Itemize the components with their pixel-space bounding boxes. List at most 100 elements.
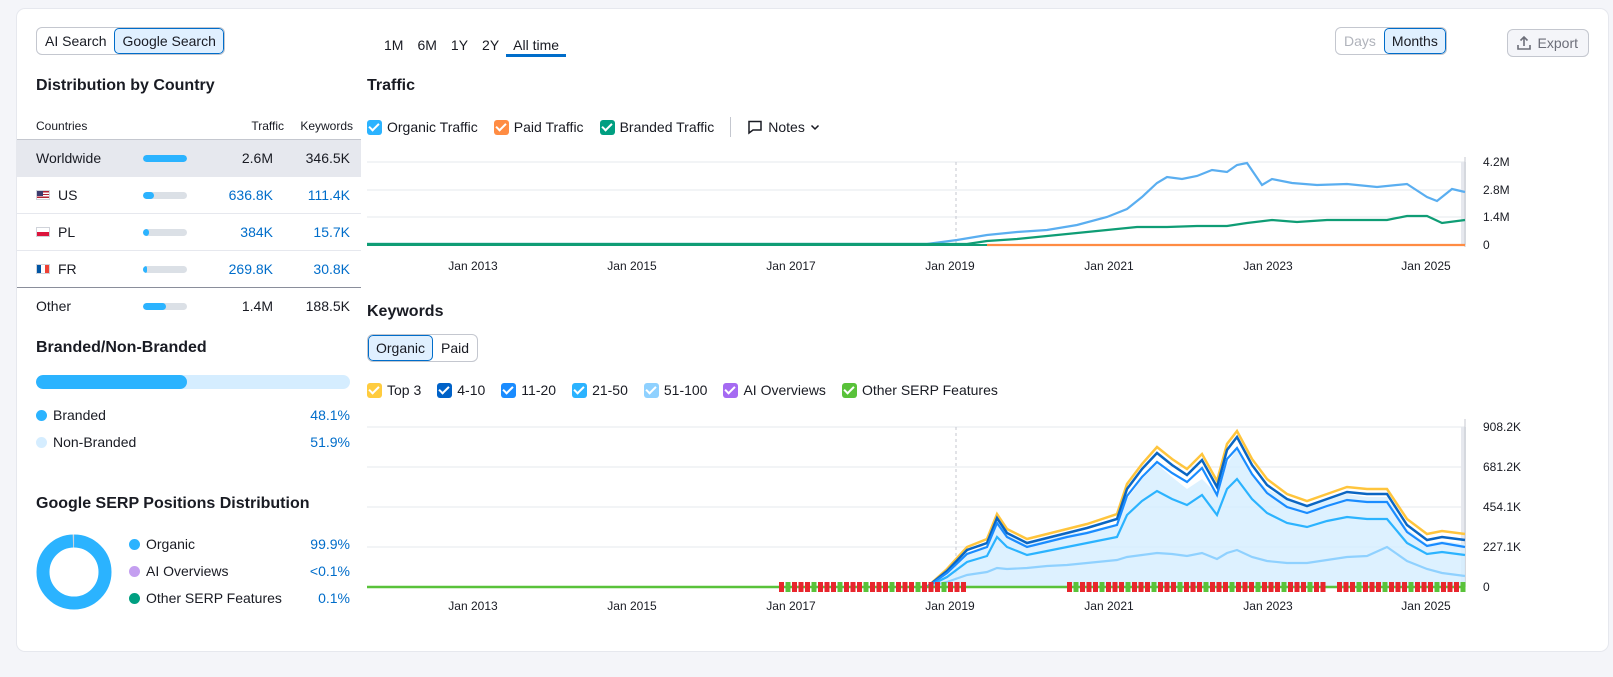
country-traffic[interactable]: 384K [240, 224, 273, 240]
serp-feature-marker [1229, 582, 1235, 592]
export-button[interactable]: Export [1506, 29, 1589, 57]
serp-feature-marker [1337, 582, 1342, 592]
ai-overviews-checkbox[interactable]: AI Overviews [723, 382, 826, 398]
serp-ai-label: AI Overviews [146, 563, 229, 579]
branded-value[interactable]: 48.1% [310, 407, 350, 423]
period-all-time[interactable]: All time [506, 33, 567, 57]
serp-feature-marker [1236, 582, 1241, 592]
non-branded-legend-item: Non-Branded 51.9% [36, 434, 350, 450]
period-tabs: 1M 6M 1Y 2Y All time [377, 33, 567, 57]
serp-organic-value[interactable]: 99.9% [310, 536, 350, 552]
serp-feature-marker [928, 582, 934, 592]
non-branded-value[interactable]: 51.9% [310, 434, 350, 450]
distribution-title: Distribution by Country [36, 77, 215, 94]
paid-traffic-checkbox[interactable]: Paid Traffic [493, 119, 584, 135]
serp-feature-marker [922, 582, 927, 592]
keywords-y-tick: 227.1K [1483, 540, 1521, 554]
traffic-share-bar [143, 155, 187, 162]
serp-feature-marker [1086, 582, 1092, 592]
period-1y[interactable]: 1Y [450, 37, 469, 53]
checkbox-icon [367, 119, 382, 135]
traffic-chart[interactable]: 4.2M 2.8M 1.4M 0 Jan 2013 Jan 2015 Jan 2… [367, 157, 1567, 287]
overview-card: AI Search Google Search 1M 6M 1Y 2Y All … [17, 9, 1608, 651]
serp-feature-marker [876, 582, 882, 592]
traffic-y-tick: 2.8M [1483, 183, 1510, 197]
pos-4-10-checkbox[interactable]: 4-10 [437, 382, 485, 398]
serp-feature-marker [811, 582, 817, 592]
serp-legend-organic: Organic 99.9% [129, 536, 350, 552]
serp-feature-marker [909, 582, 914, 592]
organic-traffic-checkbox[interactable]: Organic Traffic [367, 119, 478, 135]
keywords-x-tick: Jan 2023 [1243, 599, 1293, 613]
serp-feature-marker [902, 582, 908, 592]
other-serp-checkbox[interactable]: Other SERP Features [841, 382, 998, 398]
country-keywords[interactable]: 30.8K [313, 261, 350, 277]
serp-feature-marker [1067, 582, 1072, 592]
serp-feature-marker [1460, 582, 1466, 592]
traffic-header: Traffic [251, 119, 284, 133]
country-traffic: 1.4M [241, 298, 273, 314]
keywords-title: Keywords [367, 303, 444, 320]
country-name: US [58, 187, 78, 203]
pos-11-20-checkbox[interactable]: 11-20 [501, 382, 556, 398]
google-search-tab[interactable]: Google Search [114, 28, 224, 54]
fr-flag-icon [36, 264, 50, 274]
keywords-y-tick: 681.2K [1483, 460, 1521, 474]
country-row-us[interactable]: US 636.8K 111.4K [17, 177, 361, 214]
serp-feature-marker [1132, 582, 1137, 592]
checkbox-icon [599, 119, 615, 135]
serp-feature-marker [1216, 582, 1222, 592]
serp-feature-marker [850, 582, 856, 592]
notes-dropdown[interactable]: Notes [730, 117, 820, 137]
country-keywords[interactable]: 111.4K [307, 187, 350, 203]
serp-feature-marker [961, 582, 966, 592]
period-2y[interactable]: 2Y [482, 37, 500, 53]
country-row-pl[interactable]: PL 384K 15.7K [17, 214, 361, 251]
serp-feature-marker [1151, 582, 1157, 592]
organic-tab[interactable]: Organic [368, 335, 434, 361]
serp-feature-marker [1171, 582, 1176, 592]
serp-feature-marker [915, 582, 921, 592]
country-traffic: 2.6M [241, 150, 273, 166]
traffic-legend: Organic Traffic Paid Traffic Branded Tra… [367, 117, 820, 137]
pos-21-50-checkbox[interactable]: 21-50 [572, 382, 628, 398]
keywords-header: Keywords [300, 119, 353, 133]
months-tab[interactable]: Months [1383, 28, 1446, 54]
traffic-share-bar [143, 303, 187, 310]
traffic-x-tick: Jan 2015 [607, 259, 657, 273]
serp-feature-marker [1454, 582, 1459, 592]
country-row-fr[interactable]: FR 269.8K 30.8K [17, 251, 361, 288]
country-keywords[interactable]: 15.7K [313, 224, 350, 240]
serp-other-value[interactable]: 0.1% [318, 590, 350, 606]
branded-traffic-checkbox[interactable]: Branded Traffic [599, 119, 714, 135]
serp-feature-marker [1275, 582, 1280, 592]
top3-checkbox[interactable]: Top 3 [367, 382, 421, 398]
checkbox-icon [367, 382, 382, 398]
traffic-x-tick: Jan 2013 [448, 259, 498, 273]
serp-feature-marker [844, 582, 849, 592]
period-1m[interactable]: 1M [384, 37, 404, 53]
serp-feature-marker [1158, 582, 1163, 592]
keywords-x-tick: Jan 2021 [1084, 599, 1134, 613]
chevron-down-icon [810, 124, 819, 131]
days-tab[interactable]: Days [1344, 33, 1376, 49]
traffic-y-tick: 0 [1483, 238, 1490, 252]
country-row-worldwide[interactable]: Worldwide 2.6M 346.5K [17, 140, 361, 177]
serp-feature-marker [1363, 582, 1368, 592]
country-traffic[interactable]: 269.8K [228, 261, 273, 277]
serp-feature-marker [870, 582, 875, 592]
serp-legend-ai-overviews: AI Overviews <0.1% [129, 563, 350, 579]
serp-feature-marker [1288, 582, 1293, 592]
keywords-chart[interactable]: 908.2K 681.2K 454.1K 227.1K 0 Jan 2013 J… [367, 419, 1567, 619]
serp-feature-marker [1080, 582, 1085, 592]
keywords-x-tick: Jan 2017 [766, 599, 816, 613]
pos-51-100-checkbox[interactable]: 51-100 [643, 382, 707, 398]
serp-ai-value[interactable]: <0.1% [309, 563, 350, 579]
pos-21-50-line [926, 477, 1466, 588]
serp-feature-marker [1434, 582, 1440, 592]
ai-search-tab[interactable]: AI Search [45, 33, 107, 49]
country-traffic[interactable]: 636.8K [228, 187, 273, 203]
serp-feature-marker [1382, 582, 1388, 592]
period-6m[interactable]: 6M [417, 37, 437, 53]
paid-tab[interactable]: Paid [441, 340, 470, 356]
